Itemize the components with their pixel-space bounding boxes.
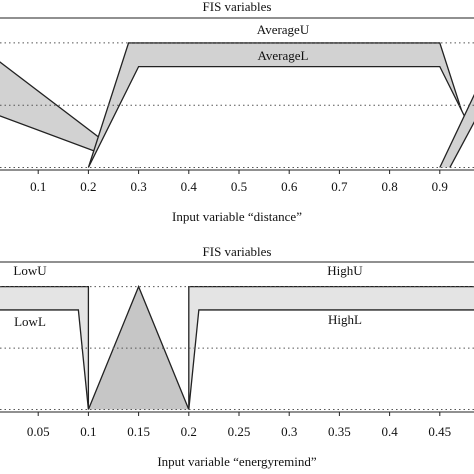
x-tick-label: 0.3 <box>130 179 146 194</box>
x-tick-label: 0.4 <box>381 424 398 439</box>
mf-area <box>88 286 189 410</box>
series-label: HighU <box>327 263 363 278</box>
mf-area <box>188 309 474 410</box>
x-tick-label: 0.2 <box>181 424 197 439</box>
series-label: AverageU <box>257 22 310 37</box>
chart-title: FIS variables <box>203 0 272 14</box>
x-tick-label: 0.3 <box>281 424 297 439</box>
series-label: LowU <box>13 263 47 278</box>
x-tick-label: 0.8 <box>381 179 397 194</box>
x-tick-label: 0.45 <box>428 424 451 439</box>
mf-line <box>188 309 474 410</box>
x-axis-label: Input variable “energyremind” <box>157 454 317 469</box>
x-tick-label: 0.05 <box>27 424 50 439</box>
x-tick-label: 0.15 <box>127 424 150 439</box>
x-tick-label: 0.35 <box>328 424 351 439</box>
mf-area <box>0 309 89 410</box>
series-label: LowL <box>14 314 46 329</box>
series-label: HighL <box>328 312 362 327</box>
mf-line <box>188 285 474 410</box>
mf-line <box>449 121 474 168</box>
x-axis-label: Input variable “distance” <box>172 209 302 224</box>
mf-line <box>87 284 190 410</box>
chart-title: FIS variables <box>203 244 272 259</box>
x-tick-label: 0.4 <box>181 179 198 194</box>
mf-line <box>0 309 90 410</box>
x-tick-label: 0.1 <box>30 179 46 194</box>
mf-line <box>439 93 474 168</box>
x-tick-label: 0.7 <box>331 179 348 194</box>
x-tick-label: 0.6 <box>281 179 298 194</box>
mf-area <box>88 66 474 168</box>
x-tick-label: 0.25 <box>228 424 251 439</box>
mf-line <box>0 285 90 410</box>
x-tick-label: 0.2 <box>80 179 96 194</box>
mf-area <box>0 115 139 168</box>
x-tick-label: 0.9 <box>432 179 448 194</box>
x-tick-label: 0.5 <box>231 179 247 194</box>
x-tick-label: 0.1 <box>80 424 96 439</box>
series-label: AverageL <box>257 48 308 63</box>
